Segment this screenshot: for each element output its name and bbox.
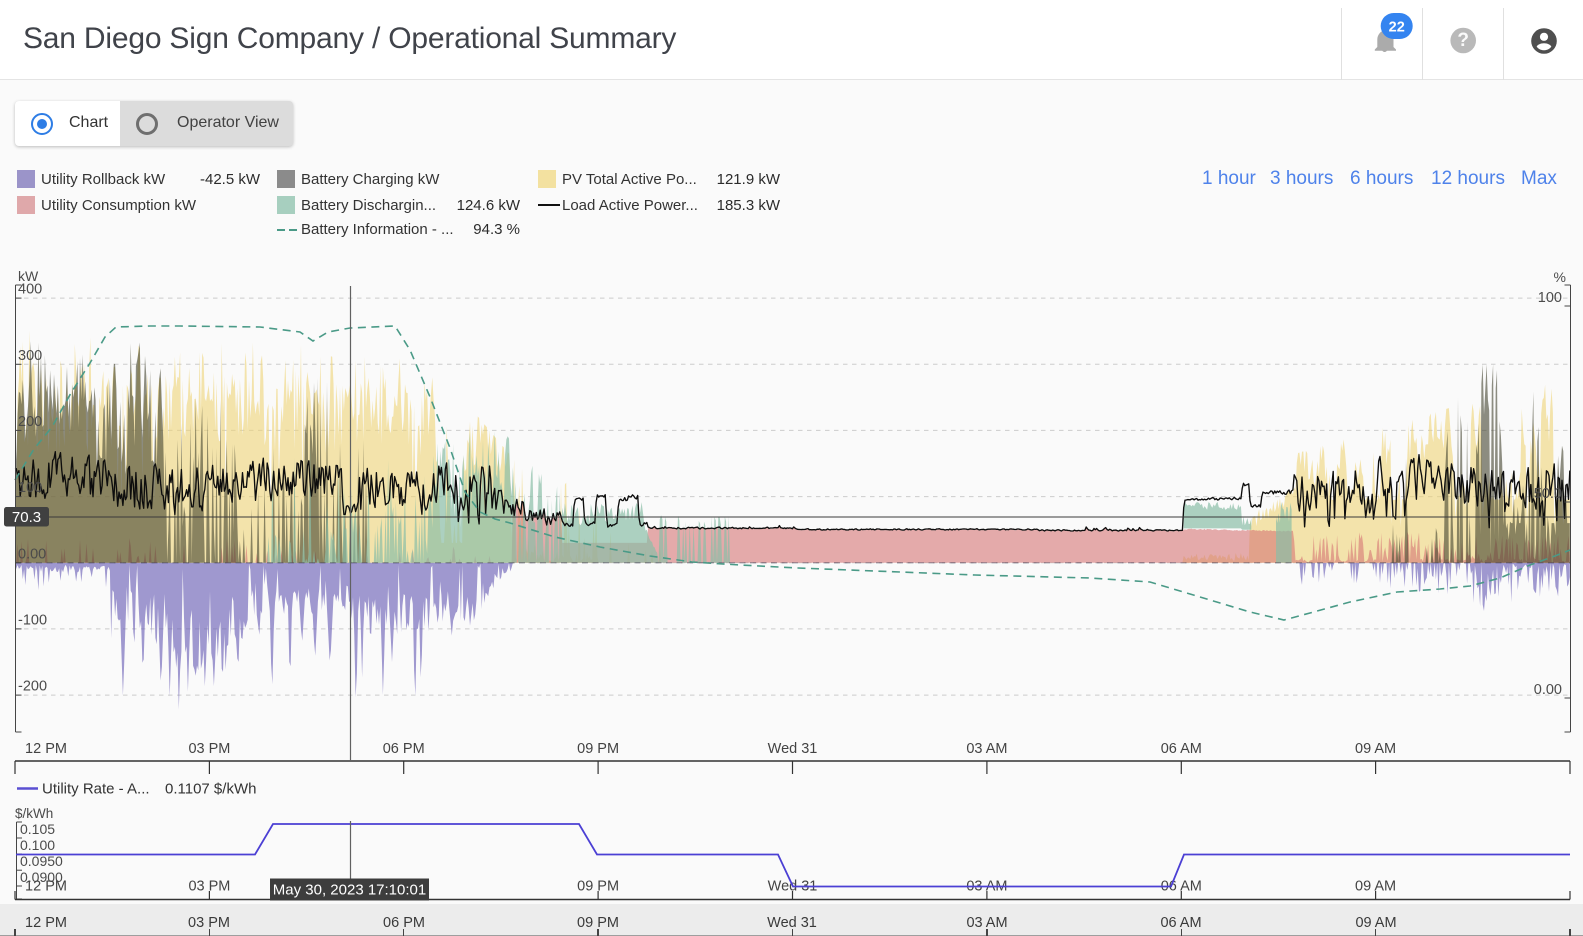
svg-text:0.0950: 0.0950 xyxy=(20,853,63,869)
svg-text:kW: kW xyxy=(18,268,39,284)
svg-text:Wed 31: Wed 31 xyxy=(768,741,818,757)
svg-text:400: 400 xyxy=(18,282,42,298)
svg-text:70.3: 70.3 xyxy=(12,509,41,526)
svg-text:0.00: 0.00 xyxy=(1534,682,1562,698)
svg-text:100: 100 xyxy=(1538,290,1562,306)
svg-text:09 AM: 09 AM xyxy=(1355,879,1396,895)
svg-text:03 PM: 03 PM xyxy=(188,879,230,895)
svg-text:06 PM: 06 PM xyxy=(383,741,425,757)
svg-text:06 AM: 06 AM xyxy=(1161,741,1202,757)
svg-text:09 PM: 09 PM xyxy=(577,741,619,757)
svg-text:12 PM: 12 PM xyxy=(25,741,67,757)
svg-text:$/kWh: $/kWh xyxy=(15,806,53,821)
svg-text:-200: -200 xyxy=(18,679,47,695)
svg-text:09 AM: 09 AM xyxy=(1355,741,1396,757)
svg-text:03 PM: 03 PM xyxy=(188,741,230,757)
svg-text:22: 22 xyxy=(1389,20,1405,36)
svg-text:Utility Rate - A...: Utility Rate - A... xyxy=(42,781,150,798)
svg-text:0.0900: 0.0900 xyxy=(20,869,63,885)
svg-text:300: 300 xyxy=(18,348,42,364)
svg-text:200: 200 xyxy=(18,414,42,430)
svg-text:0.100: 0.100 xyxy=(20,837,55,853)
svg-text:0.1107 $/kWh: 0.1107 $/kWh xyxy=(165,781,256,798)
svg-text:?: ? xyxy=(1457,30,1469,51)
svg-text:0.00: 0.00 xyxy=(18,546,46,562)
svg-text:50.0: 50.0 xyxy=(1534,486,1562,502)
svg-text:0.105: 0.105 xyxy=(20,821,55,837)
svg-text:03 AM: 03 AM xyxy=(966,741,1007,757)
svg-text:May 30, 2023 17:10:01: May 30, 2023 17:10:01 xyxy=(273,882,426,899)
svg-text:06 AM: 06 AM xyxy=(1161,879,1202,895)
svg-text:%: % xyxy=(1554,269,1566,285)
svg-text:09 PM: 09 PM xyxy=(577,879,619,895)
svg-text:-100: -100 xyxy=(18,612,47,628)
svg-text:100: 100 xyxy=(18,480,42,496)
svg-text:12 PM: 12 PM xyxy=(25,879,67,895)
